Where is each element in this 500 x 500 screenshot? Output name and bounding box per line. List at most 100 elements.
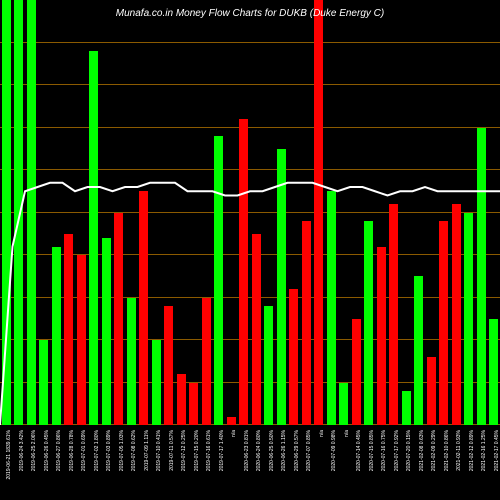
bar-slot (488, 0, 500, 425)
bar-slot (150, 0, 163, 425)
bar (114, 213, 123, 426)
bar (214, 136, 223, 425)
bar (164, 306, 173, 425)
bar (377, 247, 386, 426)
chart-area (0, 0, 500, 425)
bar (289, 289, 298, 425)
x-label: 2019-07-02 1.80% (94, 430, 100, 471)
x-label: 2020-06-24 0.80% (256, 430, 262, 471)
bar-slot (263, 0, 276, 425)
bar-slot (225, 0, 238, 425)
x-label: 2019-06-26 0.45% (44, 430, 50, 471)
bar-slot (213, 0, 226, 425)
bar (277, 149, 286, 425)
chart-title: Munafa.co.in Money Flow Charts for DUKB … (0, 8, 500, 19)
x-label: 2019-07-10 0.41% (156, 430, 162, 471)
x-label-slot: n/a (338, 430, 351, 500)
x-label: 2019-06-25 2.06% (31, 430, 37, 471)
x-label-slot: 2019-07-16 0.61% (200, 430, 213, 500)
bar (302, 221, 311, 425)
x-label: 2019-06-28 0.78% (69, 430, 75, 471)
bar-slot (475, 0, 488, 425)
bar (427, 357, 436, 425)
x-label-slot: 2019-06-27 0.86% (50, 430, 63, 500)
x-label: 2020-06-25 0.50% (269, 430, 275, 471)
bar-slot (63, 0, 76, 425)
bar (39, 340, 48, 425)
bar (414, 276, 423, 425)
bar-slot (75, 0, 88, 425)
bar (14, 0, 23, 425)
bar-slot (338, 0, 351, 425)
x-label: 2019-07-05 1.03% (119, 430, 125, 471)
x-label: 2019-07-09 1.11% (144, 430, 150, 471)
bar-slot (0, 0, 13, 425)
x-axis-labels: 2019-06-21 1839.61%2019-06-24 3.42%2019-… (0, 430, 500, 500)
x-label: 2019-06-24 3.42% (19, 430, 25, 471)
bar (364, 221, 373, 425)
bar-slot (163, 0, 176, 425)
bar-slot (200, 0, 213, 425)
bar (477, 128, 486, 426)
bar-slot (175, 0, 188, 425)
bar-slot (125, 0, 138, 425)
x-label: 2020-07-14 0.45% (356, 430, 362, 471)
x-label-slot: 2019-07-15 0.20% (188, 430, 201, 500)
x-label-slot: 2021-02-11 0.93% (450, 430, 463, 500)
x-label: 2020-06-23 0.81% (244, 430, 250, 471)
bar (2, 0, 11, 425)
bars-container (0, 0, 500, 425)
x-label-slot: 2019-06-28 0.78% (63, 430, 76, 500)
x-label-slot: 2021-02-09 0.29% (425, 430, 438, 500)
x-label-slot: 2019-06-25 2.06% (25, 430, 38, 500)
bar-slot (425, 0, 438, 425)
bar-slot (275, 0, 288, 425)
x-label: 2019-07-08 0.62% (131, 430, 137, 471)
x-label-slot: 2020-07-15 0.85% (363, 430, 376, 500)
x-label: 2020-07-07 0.85% (306, 430, 312, 471)
bar (389, 204, 398, 425)
x-label-slot: 2019-07-03 0.89% (100, 430, 113, 500)
bar (452, 204, 461, 425)
x-label-slot: 2021-02-17 0.45% (488, 430, 500, 500)
bar (239, 119, 248, 425)
x-label: 2019-06-27 0.86% (56, 430, 62, 471)
x-label-slot: 2019-07-12 0.25% (175, 430, 188, 500)
x-label-slot: 2019-07-11 0.57% (163, 430, 176, 500)
bar (139, 191, 148, 425)
bar-slot (138, 0, 151, 425)
bar (77, 255, 86, 425)
x-label: n/a (344, 430, 350, 437)
x-label: 2019-07-15 0.20% (194, 430, 200, 471)
x-label: 2019-07-11 0.57% (169, 430, 175, 471)
x-label-slot: 2020-06-26 1.15% (275, 430, 288, 500)
x-label: n/a (319, 430, 325, 437)
bar (127, 298, 136, 426)
bar (264, 306, 273, 425)
bar (352, 319, 361, 425)
x-label: 2019-07-03 0.89% (106, 430, 112, 471)
x-label-slot: 2020-07-14 0.45% (350, 430, 363, 500)
x-label: 2020-07-17 0.92% (394, 430, 400, 471)
bar (489, 319, 498, 425)
bar (177, 374, 186, 425)
bar-slot (300, 0, 313, 425)
bar (27, 0, 36, 425)
bar-slot (13, 0, 26, 425)
x-label: 2020-07-09 0.98% (331, 430, 337, 471)
x-label: 2020-07-16 0.75% (381, 430, 387, 471)
x-label: 2020-07-15 0.85% (369, 430, 375, 471)
x-label-slot: 2020-07-17 0.92% (388, 430, 401, 500)
bar-slot (438, 0, 451, 425)
x-label: 2019-07-16 0.61% (206, 430, 212, 471)
x-label: 2021-02-10 0.86% (444, 430, 450, 471)
bar (52, 247, 61, 426)
bar-slot (325, 0, 338, 425)
x-label-slot: 2020-07-20 0.15% (400, 430, 413, 500)
bar (202, 298, 211, 426)
x-label-slot: 2019-06-26 0.45% (38, 430, 51, 500)
x-label-slot: 2020-07-16 0.75% (375, 430, 388, 500)
x-label-slot: 2019-07-09 1.11% (138, 430, 151, 500)
x-label-slot: 2019-07-02 1.80% (88, 430, 101, 500)
x-label: 2019-07-01 0.69% (81, 430, 87, 471)
